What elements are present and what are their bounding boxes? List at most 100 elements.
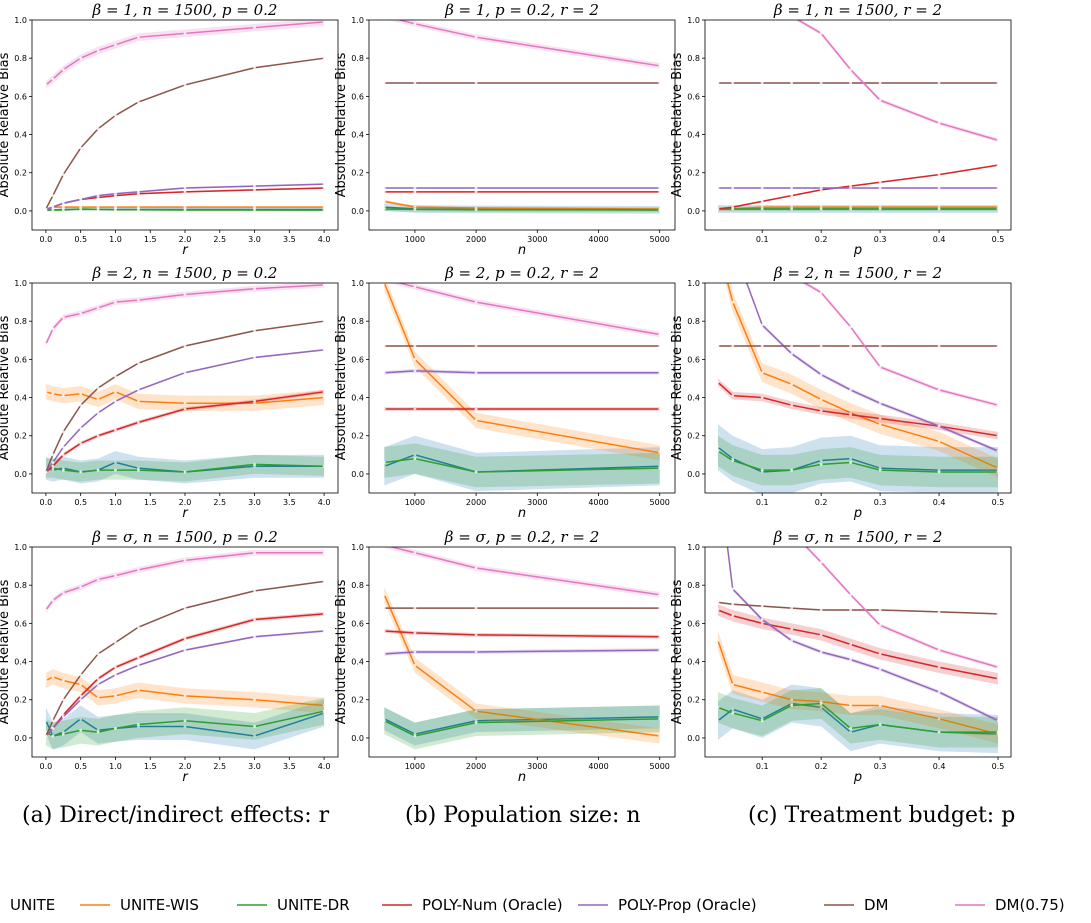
point-dm — [413, 606, 417, 610]
point-unite-dr — [61, 732, 65, 736]
point-dm-0-75 — [137, 298, 140, 302]
x-tick-label: 3000 — [527, 498, 547, 507]
x-tick-label: 3.5 — [283, 235, 296, 244]
x-axis-label: r — [182, 770, 189, 785]
y-tick-label: 1.0 — [687, 279, 700, 288]
point-dm-0-75 — [996, 138, 1000, 142]
point-poly-num-oracle — [878, 180, 882, 184]
point-poly-num-oracle — [474, 407, 478, 411]
panel-9: β = σ, n = 1500, r = 2 0.0 0.2 0.4 0.6 0.8 1.0… — [670, 528, 1012, 785]
point-dm — [183, 606, 187, 610]
point-poly-prop-oracle — [658, 371, 662, 375]
panel-6: β = 2, n = 1500, r = 2 0.0 0.2 0.4 0.6 0.8 1.0… — [670, 167, 1012, 521]
panel-title: β = σ, n = 1500, r = 2 — [773, 528, 943, 546]
point-poly-num-oracle — [51, 464, 55, 468]
y-tick-label: 0.8 — [687, 581, 700, 590]
point-dm — [658, 606, 662, 610]
point-dm — [382, 344, 386, 348]
point-poly-prop-oracle — [849, 388, 853, 392]
line-unite — [383, 716, 660, 735]
band-dm-0-75 — [794, 20, 999, 143]
band-poly-num-oracle — [45, 611, 325, 738]
axes-frame — [368, 19, 676, 231]
point-poly-prop-oracle — [79, 698, 83, 702]
x-tick-label: 0.1 — [756, 762, 769, 771]
point-poly-num-oracle — [996, 163, 1000, 167]
point-dm-0-75 — [849, 68, 853, 72]
x-tick-label: 0.2 — [815, 498, 828, 507]
point-dm-0-75 — [114, 574, 117, 578]
point-dm-0-75 — [51, 77, 55, 81]
y-tick-label: 0.2 — [14, 169, 27, 178]
point-poly-prop-oracle — [382, 371, 386, 375]
line-poly-prop-oracle — [45, 630, 325, 737]
x-tick-label: 2.0 — [179, 762, 192, 771]
point-dm — [79, 146, 83, 150]
point-dm — [44, 470, 48, 474]
point-unite-wis — [61, 205, 65, 209]
point-poly-prop-oracle — [114, 192, 117, 196]
point-poly-prop-oracle — [819, 373, 823, 377]
point-unite-dr — [322, 208, 326, 212]
y-tick-label: 0.0 — [14, 734, 27, 743]
point-poly-prop-oracle — [790, 639, 794, 642]
point-dm — [44, 734, 48, 738]
point-dm — [996, 81, 1000, 85]
point-poly-num-oracle — [137, 420, 140, 424]
point-poly-prop-oracle — [760, 186, 764, 190]
point-unite-dr — [61, 208, 65, 212]
y-tick-label: 0.6 — [687, 619, 700, 628]
y-axis-label: Absolute Relative Bias — [334, 579, 349, 724]
line-dm — [45, 57, 325, 210]
x-tick-label: 0.0 — [40, 762, 53, 771]
axes-frame — [368, 282, 676, 494]
y-tick-label: 0.4 — [14, 131, 27, 140]
point-poly-prop-oracle — [413, 650, 417, 654]
point-poly-prop-oracle — [937, 424, 941, 428]
point-dm-0-75 — [819, 560, 823, 564]
point-poly-prop-oracle — [878, 667, 882, 671]
point-unite-dr — [137, 208, 140, 212]
point-poly-num-oracle — [413, 407, 417, 411]
point-dm-0-75 — [44, 342, 48, 346]
line-dm-0-75 — [396, 20, 660, 67]
point-dm-0-75 — [731, 167, 734, 170]
point-unite-dr — [658, 208, 662, 212]
point-poly-num-oracle — [137, 656, 140, 660]
point-poly-num-oracle — [937, 665, 941, 669]
legend-label-unite-dr: UNITE-DR — [277, 896, 350, 914]
point-poly-prop-oracle — [382, 186, 386, 190]
point-dm — [996, 612, 1000, 616]
point-dm — [322, 319, 326, 323]
y-tick-label: 0.0 — [14, 470, 27, 479]
point-unite-wis — [61, 394, 65, 398]
point-dm — [253, 589, 256, 593]
point-unite — [413, 453, 417, 457]
point-unite-wis — [849, 704, 853, 707]
point-poly-prop-oracle — [819, 186, 823, 190]
point-unite-dr — [79, 470, 83, 474]
point-unite-dr — [716, 449, 720, 453]
point-dm — [731, 81, 735, 85]
point-poly-prop-oracle — [137, 190, 140, 194]
y-tick-label: 0.2 — [14, 432, 27, 441]
point-poly-num-oracle — [658, 190, 662, 194]
x-tick-label: 5000 — [650, 498, 670, 507]
point-dm — [819, 608, 823, 612]
line-dm-0-75 — [45, 284, 325, 345]
x-tick-label: 0.3 — [874, 235, 887, 244]
point-dm — [996, 344, 1000, 348]
point-unite — [382, 464, 386, 468]
point-unite — [79, 717, 83, 721]
plot-area — [716, 20, 1000, 213]
x-tick-label: 3.5 — [283, 762, 296, 771]
x-tick-label: 0.4 — [933, 235, 946, 244]
x-tick-label: 0.5 — [74, 498, 87, 507]
x-tick-label: 2000 — [466, 235, 486, 244]
point-unite-dr — [253, 462, 256, 466]
point-poly-prop-oracle — [760, 323, 764, 327]
point-poly-num-oracle — [96, 434, 100, 438]
x-tick-label: 2.0 — [179, 498, 192, 507]
legend: UNITE UNITE-WIS UNITE-DR POLY-Num (Oracle) P… — [10, 896, 1065, 914]
point-unite-wis — [819, 398, 823, 401]
